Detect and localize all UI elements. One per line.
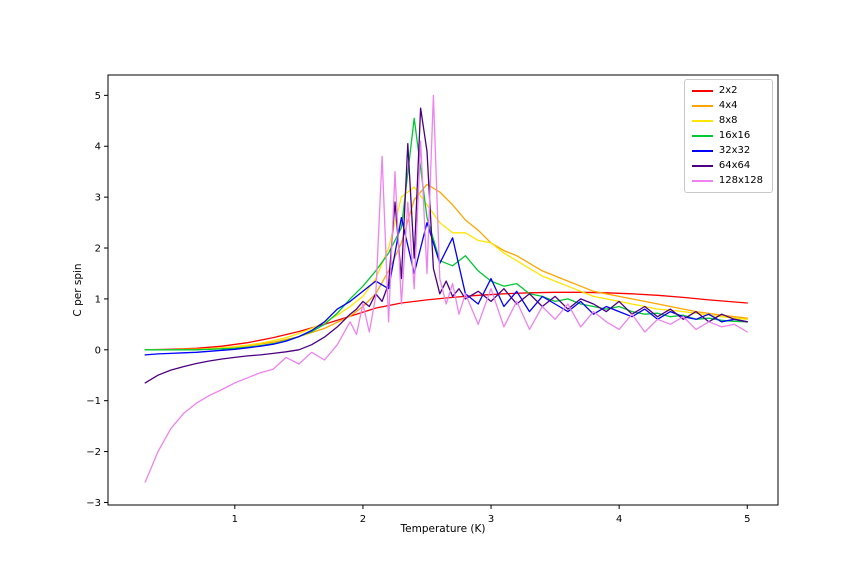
x-tick-label: 2 [360,514,366,525]
series-line-128x128 [144,94,748,483]
legend-line-swatch [691,165,713,167]
x-tick-label: 4 [616,514,622,525]
legend-label: 4x4 [718,100,738,111]
y-tick-label: 4 [95,142,101,153]
y-tick-label: 1 [95,294,101,305]
x-tick-label: 5 [744,514,750,525]
y-tick-label: 5 [95,91,101,102]
x-tick-label: 1 [232,514,238,525]
axes-frame [107,74,779,506]
legend-label: 8x8 [718,115,738,126]
legend-label: 32x32 [718,145,751,156]
y-tick-label: −3 [86,498,101,509]
y-tick-label: −2 [86,447,101,458]
y-tick-label: 3 [95,193,101,204]
legend-label: 16x16 [718,130,751,141]
legend-entry: 64x64 [691,160,763,172]
legend-entry: 8x8 [691,115,763,127]
series-line-4x4 [144,183,748,351]
series-line-64x64 [144,107,748,384]
legend-entry: 2x2 [691,85,763,97]
legend-entry: 16x16 [691,130,763,142]
legend-label: 2x2 [718,85,738,96]
legend-line-swatch [691,135,713,137]
series-line-16x16 [144,117,748,351]
y-tick-label: 2 [95,244,101,255]
legend-entry: 4x4 [691,100,763,112]
y-tick-label: −1 [86,396,101,407]
series-line-8x8 [144,186,748,351]
legend-entry: 32x32 [691,145,763,157]
series-line-2x2 [144,291,748,351]
legend-line-swatch [691,90,713,92]
legend-entry: 128x128 [691,175,763,187]
series-line-32x32 [144,216,748,356]
legend-label: 128x128 [718,175,763,186]
x-axis-label: Temperature (K) [400,523,486,535]
x-tick-label: 3 [488,514,494,525]
y-axis-label: C per spin [72,263,84,317]
legend-label: 64x64 [718,160,751,171]
legend-line-swatch [691,120,713,122]
legend-line-swatch [691,180,713,182]
legend-line-swatch [691,105,713,107]
legend: 2x2 4x4 8x8 16x16 32x32 64x64 128x128 [683,79,773,193]
legend-line-swatch [691,150,713,152]
y-tick-label: 0 [95,345,101,356]
